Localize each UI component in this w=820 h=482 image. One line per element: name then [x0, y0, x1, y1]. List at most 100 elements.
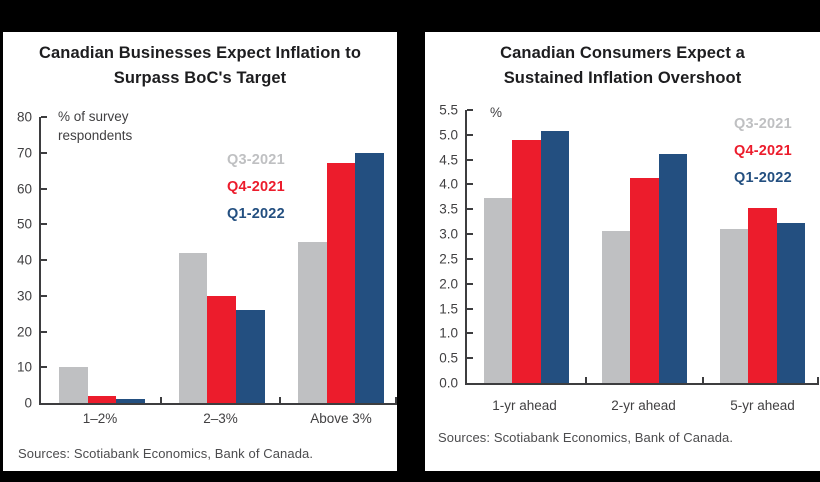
- x-tick-label-1-yr-ahead: 1-yr ahead: [492, 398, 557, 413]
- sources-note: Sources: Scotiabank Economics, Bank of C…: [438, 430, 734, 445]
- bar-q1-2022-1-2: [116, 399, 146, 403]
- y-tick-mark: [41, 294, 47, 297]
- y-tick-mark: [467, 332, 473, 335]
- y-tick-mark: [467, 133, 473, 136]
- bar-group-2-3: [178, 117, 265, 403]
- sources-note: Sources: Scotiabank Economics, Bank of C…: [18, 446, 314, 461]
- bar-q3-2021-2-3: [178, 252, 208, 403]
- y-tick-mark: [467, 158, 473, 161]
- bar-q4-2021-above-3: [326, 163, 356, 403]
- bar-q4-2021-2-yr-ahead: [630, 177, 659, 383]
- y-tick-label: 3.5: [439, 201, 458, 217]
- y-tick-mark: [41, 259, 47, 261]
- bar-q1-2022-5-yr-ahead: [776, 222, 805, 383]
- y-tick-label: 5.0: [439, 127, 458, 143]
- x-tick-mark: [584, 377, 587, 383]
- x-tick-mark: [278, 397, 281, 403]
- x-tick-label-above-3: Above 3%: [310, 411, 372, 426]
- y-tick-label: 10: [16, 359, 32, 375]
- y-tick-label: 0.5: [439, 350, 458, 366]
- x-tick-labels: 1-yr ahead 2-yr ahead 5-yr ahead: [465, 398, 819, 413]
- y-tick-label: 80: [16, 109, 32, 125]
- bar-q1-2022-above-3: [355, 152, 385, 403]
- bar-q3-2021-above-3: [298, 242, 327, 403]
- legend-label-q1-2022: Q1-2022: [734, 170, 792, 186]
- y-tick-label: 0: [24, 395, 32, 411]
- y-tick-label: 4.5: [439, 152, 458, 168]
- bar-group-1-2: [59, 117, 146, 403]
- y-tick-label: 1.0: [439, 325, 458, 341]
- y-tick-label: 60: [16, 181, 32, 196]
- y-tick-mark: [41, 151, 47, 154]
- y-axis-unit-label: % of survey respondents: [58, 109, 133, 143]
- chart-title: Canadian Consumers Expect a Sustained In…: [500, 44, 745, 87]
- business-inflation-expectations-chart: Canadian Businesses Expect Inflation to …: [0, 32, 397, 471]
- bar-group-5-yr-ahead: [720, 110, 805, 383]
- y-tick-label: 50: [16, 216, 32, 232]
- y-tick-mark: [41, 330, 47, 333]
- y-tick-label: 2.5: [439, 251, 458, 267]
- y-tick-mark: [467, 307, 473, 310]
- bar-q1-2022-2-yr-ahead: [658, 153, 687, 383]
- bar-q1-2022-1-yr-ahead: [540, 131, 569, 383]
- x-tick-label-2-3: 2–3%: [203, 411, 238, 426]
- y-tick-label: 1.5: [439, 301, 458, 317]
- x-tick-mark: [702, 377, 705, 383]
- x-tick-label-1-2: 1–2%: [82, 411, 118, 426]
- y-tick-mark: [467, 183, 473, 186]
- chart-title: Canadian Businesses Expect Inflation to …: [38, 44, 362, 87]
- legend: Q3-2021 Q4-2021 Q1-2022: [227, 147, 285, 228]
- y-tick-label: 5.5: [439, 102, 458, 118]
- bar-q3-2021-5-yr-ahead: [720, 228, 749, 383]
- y-tick-label: 3.0: [439, 226, 458, 242]
- x-tick-label-2-yr-ahead: 2-yr ahead: [611, 398, 676, 413]
- bar-group-1-yr-ahead: [484, 110, 569, 383]
- bar-q3-2021-1-2: [59, 367, 88, 403]
- y-tick-mark: [41, 116, 47, 118]
- bar-q4-2021-2-3: [207, 295, 236, 403]
- legend-label-q3-2021: Q3-2021: [734, 116, 792, 132]
- y-tick-mark: [467, 109, 473, 111]
- bar-q3-2021-1-yr-ahead: [484, 198, 513, 383]
- y-tick-label: 0.0: [439, 375, 458, 391]
- plot-area: % 5.5 5.0 4.5 4.0 3.5 3.0 2.5 2.0 1.5 1.0 0.5 0.0 Q…: [439, 103, 819, 391]
- x-tick-label-5-yr-ahead: 5-yr ahead: [730, 398, 795, 413]
- y-tick-mark: [467, 282, 473, 285]
- x-tick-labels: 1–2% 2–3% Above 3%: [39, 411, 397, 426]
- y-tick-mark: [41, 187, 47, 190]
- bar-groups: [467, 110, 819, 383]
- bar-q4-2021-5-yr-ahead: [748, 207, 777, 383]
- y-tick-mark: [41, 366, 47, 369]
- y-tick-label: 2.0: [439, 276, 458, 292]
- legend-label-q4-2021: Q4-2021: [227, 179, 285, 195]
- bar-q4-2021-1-2: [87, 395, 117, 403]
- bar-groups: [41, 117, 397, 403]
- y-tick-label: 4.0: [439, 176, 458, 192]
- y-tick-mark: [467, 257, 473, 260]
- x-tick-mark: [395, 397, 397, 403]
- legend: Q3-2021 Q4-2021 Q1-2022: [734, 111, 792, 192]
- y-tick-label: 20: [16, 324, 32, 339]
- y-tick-label: 30: [16, 288, 32, 304]
- legend-label-q4-2021: Q4-2021: [734, 143, 792, 159]
- legend-label-q3-2021: Q3-2021: [227, 152, 285, 168]
- bar-group-2-yr-ahead: [602, 110, 687, 383]
- y-tick-label: 40: [16, 252, 32, 268]
- bar-q1-2022-2-3: [235, 310, 265, 403]
- x-tick-mark: [159, 397, 162, 403]
- bar-q3-2021-2-yr-ahead: [602, 231, 631, 383]
- y-tick-label: 70: [16, 145, 32, 161]
- bar-q4-2021-1-yr-ahead: [512, 140, 541, 383]
- legend-label-q1-2022: Q1-2022: [227, 206, 285, 222]
- consumer-inflation-expectations-chart: Canadian Consumers Expect a Sustained In…: [425, 32, 820, 471]
- bar-group-above-3: [298, 117, 385, 403]
- y-tick-mark: [467, 357, 473, 360]
- y-tick-labels: 80 70 60 50 40 30 20 10 0: [0, 110, 32, 411]
- y-axis-unit-label: %: [490, 105, 503, 120]
- y-tick-mark: [467, 208, 473, 211]
- y-tick-labels: 5.5 5.0 4.5 4.0 3.5 3.0 2.5 2.0 1.5 1.0 0.5 0.0: [426, 103, 458, 391]
- x-tick-mark: [817, 377, 819, 383]
- y-tick-mark: [41, 223, 47, 226]
- plot-area: % of survey respondents 80 70 60 50 40 30 20 10…: [17, 109, 397, 411]
